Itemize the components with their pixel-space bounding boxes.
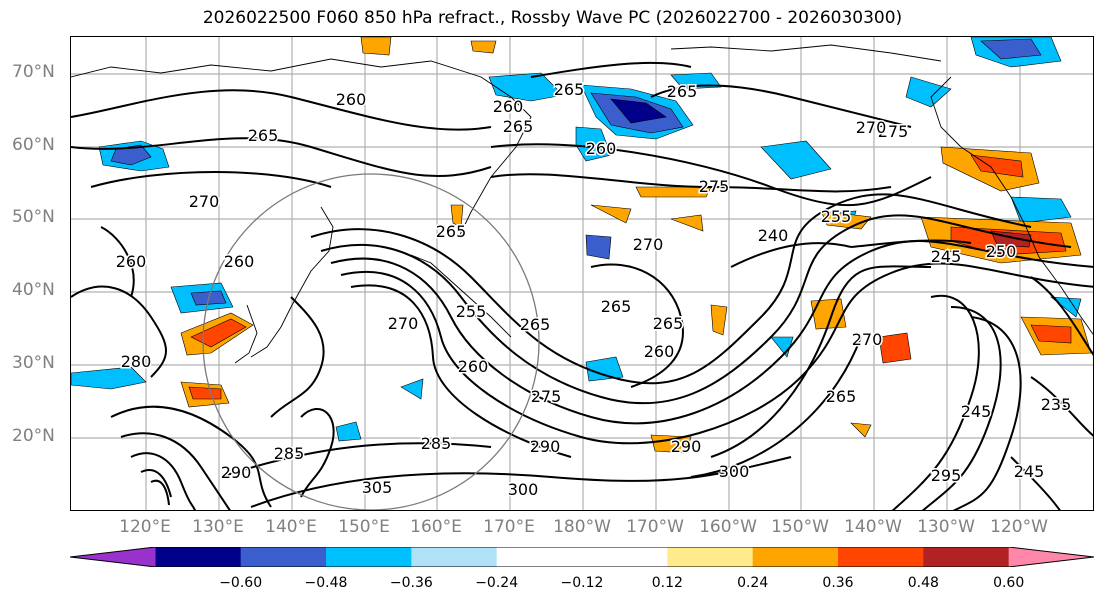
colorbar-swatch — [411, 547, 498, 567]
region-circle — [202, 173, 540, 510]
contour-label: 265 — [653, 314, 684, 333]
anomaly-fill-areas — [71, 37, 1092, 454]
contour-label: 290 — [221, 463, 252, 482]
colorbar-tick-label: −0.12 — [560, 575, 604, 591]
lon-label-150w: 150°W — [771, 517, 829, 537]
colorbar-swatch — [326, 547, 412, 567]
colorbar-tick-label: 0.60 — [993, 575, 1025, 591]
lat-label-70n: 70°N — [12, 62, 55, 82]
colorbar-tick-label: 0.12 — [651, 575, 683, 591]
lon-label-130e: 130°E — [192, 517, 244, 537]
contour-label: 260 — [116, 252, 147, 271]
lon-label-130w: 130°W — [917, 517, 975, 537]
contour-label: 285 — [274, 444, 305, 463]
contour-label: 270 — [633, 235, 664, 254]
colorbar-tick-label: −0.60 — [219, 575, 263, 591]
lon-label-180w: 180°W — [553, 517, 611, 537]
colorbar-swatch — [923, 547, 1010, 567]
contour-label: 305 — [362, 478, 393, 497]
contour-label: 300 — [508, 480, 539, 499]
contour-label: 265 — [520, 315, 551, 334]
colorbar-swatch — [752, 547, 839, 567]
contour-label: 255 — [456, 302, 487, 321]
colorbar-swatch — [496, 547, 583, 567]
lon-label-120e: 120°E — [119, 517, 171, 537]
contour-label: 275 — [531, 387, 562, 406]
lat-label-20n: 20°N — [12, 426, 55, 446]
colorbar-tick-label: −0.36 — [389, 575, 433, 591]
contour-label: 235 — [1041, 395, 1072, 414]
contour-label: 260 — [336, 90, 367, 109]
lon-label-170e: 170°E — [483, 517, 535, 537]
map-panel: 260 265 270 260 265 265 260 265 275 270 275 255 240 2… — [70, 36, 1094, 511]
colorbar — [70, 547, 1094, 567]
contour-label: 260 — [644, 342, 675, 361]
lon-label-150e: 150°E — [338, 517, 390, 537]
lat-label-50n: 50°N — [12, 207, 55, 227]
contour-label: 270 — [189, 192, 220, 211]
contour-label: 265 — [248, 126, 279, 145]
chart-title: 2026022500 F060 850 hPa refract., Rossby… — [202, 8, 903, 28]
contour-label: 270 — [388, 314, 419, 333]
contour-label: 285 — [421, 434, 452, 453]
colorbar-tick-label: −0.48 — [304, 575, 348, 591]
colorbar-swatch — [70, 547, 156, 567]
contour-label: 260 — [586, 139, 617, 158]
lat-label-40n: 40°N — [12, 280, 55, 300]
contour-label: 260 — [493, 97, 524, 116]
lon-label-170w: 170°W — [626, 517, 684, 537]
contour-label: 270 — [856, 118, 887, 137]
colorbar-swatch — [1008, 547, 1094, 567]
contour-label: 265 — [436, 222, 467, 241]
contour-label: 255 — [821, 207, 852, 226]
colorbar-tick-label: 0.48 — [907, 575, 939, 591]
lon-label-120w: 120°W — [990, 517, 1048, 537]
colorbar-tick-label: 0.24 — [737, 575, 769, 591]
lat-label-30n: 30°N — [12, 353, 55, 373]
contour-label: 275 — [699, 177, 730, 196]
lon-label-140e: 140°E — [265, 517, 317, 537]
graticule — [71, 37, 1093, 510]
colorbar-tick-label: −0.24 — [475, 575, 519, 591]
contour-label: 265 — [601, 297, 632, 316]
contour-label: 295 — [931, 466, 962, 485]
contour-label: 270 — [852, 330, 883, 349]
colorbar-swatch — [240, 547, 327, 567]
contour-label: 290 — [530, 437, 561, 456]
contour-label: 280 — [121, 352, 152, 371]
contour-label: 260 — [458, 357, 489, 376]
contour-label: 300 — [719, 462, 750, 481]
map-canvas: 2602652702602652652602652752702752552402… — [71, 37, 1093, 510]
colorbar-tick-label: 0.36 — [822, 575, 854, 591]
contour-label: 290 — [671, 437, 702, 456]
lon-label-160w: 160°W — [699, 517, 757, 537]
contour-label: 265 — [554, 80, 585, 99]
refractivity-contours — [71, 61, 1093, 510]
contour-label: 250 — [986, 242, 1017, 261]
contour-label: 245 — [961, 402, 992, 421]
contour-label: 265 — [826, 387, 857, 406]
contour-label: 260 — [224, 252, 255, 271]
contour-label: 265 — [503, 117, 534, 136]
contour-label: 240 — [758, 226, 789, 245]
coastlines — [71, 44, 1093, 364]
colorbar-swatch — [838, 547, 924, 567]
lon-label-160e: 160°E — [410, 517, 462, 537]
contour-label: 245 — [1014, 462, 1045, 481]
colorbar-swatch — [667, 547, 754, 567]
lon-label-140w: 140°W — [844, 517, 902, 537]
colorbar-swatch — [155, 547, 242, 567]
contour-label: 245 — [931, 247, 962, 266]
contour-labels: 2602652702602652652602652752702752552402… — [114, 79, 1073, 501]
lat-label-60n: 60°N — [12, 135, 55, 155]
colorbar-swatch — [582, 547, 668, 567]
contour-label: 265 — [667, 82, 698, 101]
contour-label: 275 — [878, 122, 909, 141]
